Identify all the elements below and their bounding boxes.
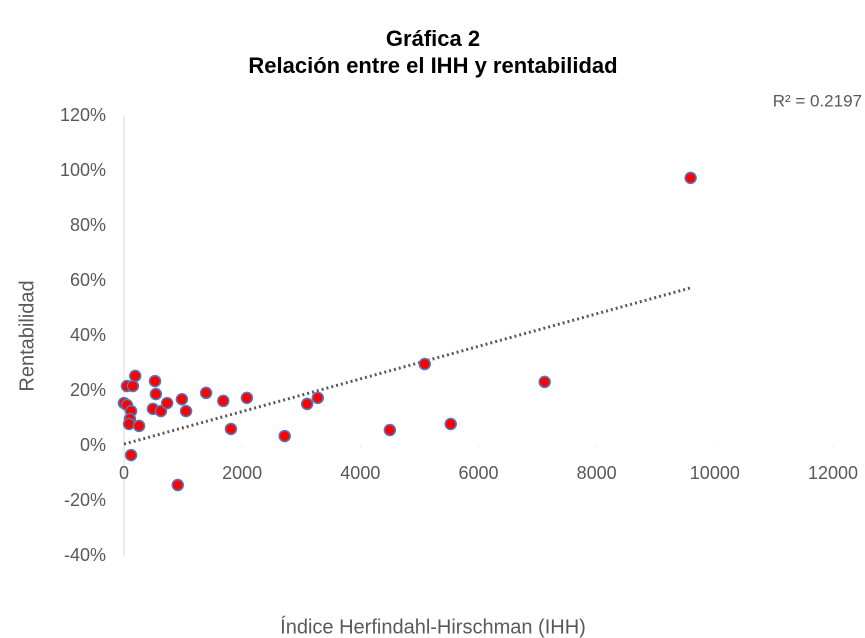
point [132,419,146,433]
point [383,423,397,437]
point [240,391,254,405]
y-tick-label: 120% [60,105,106,125]
point [444,417,457,431]
trendline [123,286,692,446]
point [175,393,189,406]
point [199,386,213,400]
point [124,448,138,462]
y-tick-label: 0% [80,435,106,455]
x-tick-label: 10000 [690,463,740,483]
point [128,369,142,383]
x-tick-label: 6000 [458,463,498,483]
x-tick-label: 2000 [222,463,262,483]
point [149,387,163,401]
y-tick-label: 40% [70,325,106,345]
point [171,478,185,492]
point [148,374,162,388]
point [122,417,136,431]
y-tick-label: 60% [70,270,106,290]
x-axis-label: Índice Herfindahl-Hirschman (IHH) [280,615,586,638]
chart-subtitle: Relación entre el IHH y rentabilidad [248,53,617,78]
r-squared: R² = 0.2197 [773,91,862,110]
x-tick-label: 12000 [808,463,858,483]
point [160,396,174,410]
point [126,379,140,393]
y-tick-label: 20% [70,380,106,400]
y-tick-label: 100% [60,160,106,180]
point [217,394,230,408]
chart-title: Gráfica 2 [386,26,480,51]
point [418,357,431,371]
point [179,404,193,418]
point [278,429,291,443]
x-tick-label: 8000 [577,463,617,483]
point [538,375,551,389]
y-tick-label: 80% [70,215,106,235]
point [311,391,325,405]
y-axis-label: Rentabilidad [16,280,38,391]
point [684,171,697,185]
x-tick-label: 0 [119,463,129,483]
point [154,404,168,418]
y-tick-label: -20% [64,490,106,510]
x-tick-label: 4000 [340,463,380,483]
point [300,397,314,411]
y-tick-label: -40% [64,545,106,565]
point [224,422,238,436]
